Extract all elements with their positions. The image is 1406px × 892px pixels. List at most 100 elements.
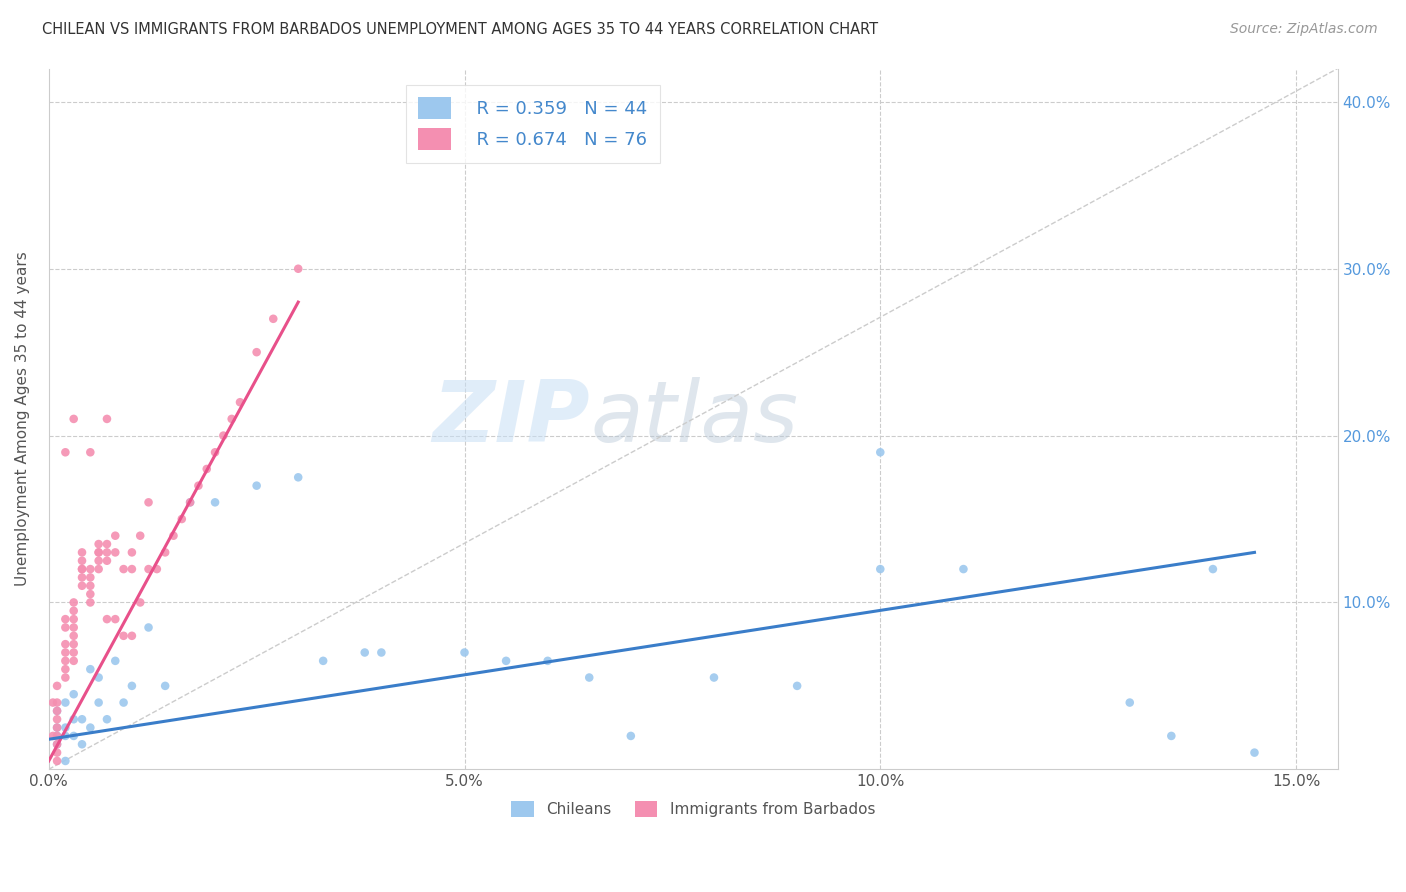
Point: [46, 737, 69, 751]
Point: [138, 562, 160, 576]
Point: [96, 712, 118, 726]
Point: [869, 562, 891, 576]
Point: [87, 671, 110, 685]
Point: [62, 612, 84, 626]
Point: [170, 512, 193, 526]
Point: [55, 620, 77, 634]
Point: [1119, 696, 1142, 710]
Point: [96, 537, 118, 551]
Point: [1243, 746, 1265, 760]
Text: CHILEAN VS IMMIGRANTS FROM BARBADOS UNEMPLOYMENT AMONG AGES 35 TO 44 YEARS CORRE: CHILEAN VS IMMIGRANTS FROM BARBADOS UNEM…: [42, 22, 879, 37]
Point: [212, 428, 235, 442]
Point: [70, 737, 93, 751]
Point: [112, 696, 135, 710]
Point: [62, 604, 84, 618]
Point: [312, 654, 335, 668]
Point: [55, 612, 77, 626]
Point: [55, 754, 77, 768]
Point: [104, 654, 127, 668]
Point: [104, 529, 127, 543]
Point: [786, 679, 808, 693]
Point: [70, 570, 93, 584]
Point: [620, 729, 643, 743]
Point: [262, 311, 284, 326]
Point: [46, 696, 69, 710]
Legend: Chileans, Immigrants from Barbados: Chileans, Immigrants from Barbados: [503, 794, 883, 825]
Point: [104, 612, 127, 626]
Point: [87, 562, 110, 576]
Point: [62, 654, 84, 668]
Text: ZIP: ZIP: [433, 377, 591, 460]
Point: [179, 495, 201, 509]
Point: [138, 620, 160, 634]
Point: [55, 662, 77, 676]
Point: [121, 545, 143, 559]
Point: [62, 687, 84, 701]
Point: [62, 646, 84, 660]
Point: [79, 587, 101, 601]
Point: [112, 562, 135, 576]
Point: [87, 545, 110, 559]
Point: [229, 395, 252, 409]
Point: [79, 721, 101, 735]
Point: [112, 629, 135, 643]
Point: [62, 620, 84, 634]
Point: [79, 662, 101, 676]
Point: [79, 562, 101, 576]
Point: [55, 671, 77, 685]
Point: [46, 721, 69, 735]
Point: [453, 646, 475, 660]
Point: [703, 671, 725, 685]
Point: [578, 671, 600, 685]
Point: [204, 445, 226, 459]
Point: [55, 445, 77, 459]
Text: atlas: atlas: [591, 377, 799, 460]
Point: [138, 495, 160, 509]
Point: [287, 470, 309, 484]
Point: [153, 545, 176, 559]
Point: [146, 562, 169, 576]
Point: [104, 545, 127, 559]
Point: [221, 412, 243, 426]
Point: [79, 579, 101, 593]
Point: [1202, 562, 1225, 576]
Point: [495, 654, 517, 668]
Point: [62, 637, 84, 651]
Point: [952, 562, 974, 576]
Point: [62, 729, 84, 743]
Point: [195, 462, 218, 476]
Point: [87, 545, 110, 559]
Point: [869, 445, 891, 459]
Point: [121, 562, 143, 576]
Point: [62, 629, 84, 643]
Point: [79, 445, 101, 459]
Point: [46, 679, 69, 693]
Point: [70, 554, 93, 568]
Point: [179, 495, 201, 509]
Point: [62, 595, 84, 609]
Point: [46, 737, 69, 751]
Point: [153, 679, 176, 693]
Point: [96, 545, 118, 559]
Point: [353, 646, 375, 660]
Point: [370, 646, 392, 660]
Point: [96, 612, 118, 626]
Point: [87, 554, 110, 568]
Point: [79, 595, 101, 609]
Point: [46, 704, 69, 718]
Point: [246, 345, 269, 359]
Point: [187, 478, 209, 492]
Point: [121, 679, 143, 693]
Point: [204, 495, 226, 509]
Point: [537, 654, 560, 668]
Point: [55, 696, 77, 710]
Point: [87, 696, 110, 710]
Point: [96, 554, 118, 568]
Y-axis label: Unemployment Among Ages 35 to 44 years: Unemployment Among Ages 35 to 44 years: [15, 252, 30, 586]
Point: [87, 537, 110, 551]
Point: [62, 712, 84, 726]
Point: [70, 712, 93, 726]
Point: [70, 562, 93, 576]
Point: [46, 754, 69, 768]
Point: [46, 721, 69, 735]
